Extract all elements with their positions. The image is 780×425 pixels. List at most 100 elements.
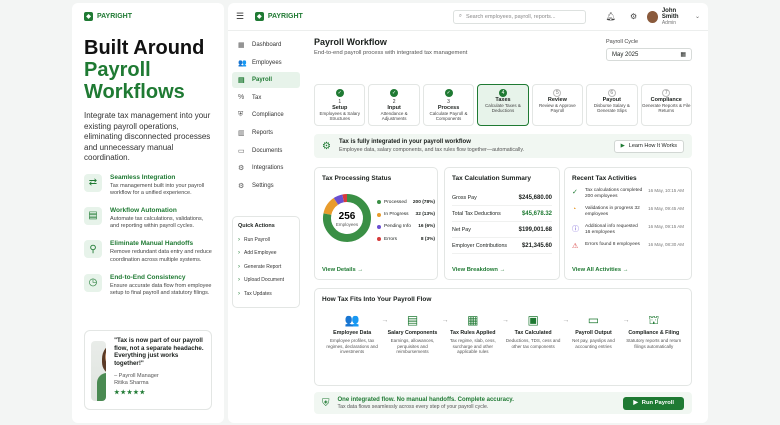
sidebar-item-integrations[interactable]: ⚙ Integrations <box>232 160 300 176</box>
flow-node-icon: ▭ <box>587 313 600 327</box>
view-all-activities-link[interactable]: View All Activities → <box>572 267 629 273</box>
step-desc: Employees & Salary Structures <box>319 111 360 122</box>
feature-text: End-to-End Consistency Ensure accurate da… <box>110 274 212 297</box>
quick-action-item[interactable]: › Run Payroll <box>238 233 294 247</box>
workflow-step-setup[interactable]: ✓ 1 Setup Employees & Salary Structures <box>314 84 366 126</box>
legend-item: Errors 8 (3%) <box>377 233 435 245</box>
legend-item: Pending Info 16 (6%) <box>377 221 435 233</box>
learn-how-label: Learn How It Works <box>628 143 677 149</box>
donut-slice-in-progress <box>323 198 339 216</box>
quick-actions-title: Quick Actions <box>238 222 275 229</box>
flow-node: ▤ Salary Components Earnings, allowances, … <box>382 313 449 355</box>
sidebar-item-dashboard[interactable]: ▦ Dashboard <box>232 37 300 53</box>
sidebar-item-documents[interactable]: ▭ Documents <box>232 143 300 159</box>
testimonial-avatar <box>91 341 107 401</box>
view-details-link[interactable]: View Details → <box>322 267 364 273</box>
step-desc: Calculate Taxes & Deductions <box>485 103 521 114</box>
integration-icon: ⚙ <box>322 140 331 152</box>
testimonial-card: "Tax is now part of our payroll flow, no… <box>84 330 212 410</box>
sidebar-item-settings[interactable]: ⚙ Settings <box>232 178 300 194</box>
calc-value: $245,680.00 <box>518 194 552 201</box>
step-desc: Disburse Salary & Generate Slips <box>593 103 630 114</box>
legend-label: Errors <box>384 236 398 242</box>
sidebar-item-label: Reports <box>252 129 274 136</box>
hamburger-menu-icon[interactable]: ☰ <box>236 11 245 21</box>
sidebar-item-label: Settings <box>252 182 274 189</box>
quick-action-icon: › <box>238 263 240 270</box>
bottom-desc: Tax data flows seamlessly across every s… <box>337 403 489 410</box>
gear-icon[interactable]: ⚙ <box>629 12 638 21</box>
search-placeholder: Search employees, payroll, reports... <box>465 13 556 20</box>
panel-title: How Tax Fits Into Your Payroll Flow <box>322 296 432 303</box>
sidebar-item-label: Payroll <box>252 77 273 84</box>
flow-node: ▭ Payroll Output Net pay, payslips and acc… <box>563 313 630 355</box>
sidebar-item-label: Employees <box>252 59 282 66</box>
legend-value: 200 (78%) <box>412 199 435 205</box>
arrow-right-icon: → <box>441 317 449 324</box>
cycle-label: Payroll Cycle <box>606 39 639 45</box>
step-name: Input <box>387 105 401 111</box>
workflow-step-input[interactable]: ✓ 2 Input Attendance & Adjustments <box>368 84 420 126</box>
bell-icon[interactable]: 🔔︎ <box>605 12 616 21</box>
quote-text: "Tax is now part of our payroll flow, no… <box>114 337 204 367</box>
tax-icon: % <box>238 94 245 102</box>
search-input[interactable]: ⌕ Search employees, payroll, reports... <box>452 9 586 24</box>
workflow-step-taxes[interactable]: 4 Taxes Calculate Taxes & Deductions <box>477 84 529 126</box>
step-number: 2 <box>392 99 396 105</box>
app-logo[interactable]: ◆ PAYRIGHT <box>254 12 303 21</box>
arrow-right-icon: → <box>562 317 570 324</box>
feature-title: Eliminate Manual Handoffs <box>110 240 194 248</box>
sidebar-item-employees[interactable]: 👥 Employees <box>232 55 300 71</box>
sidebar-item-reports[interactable]: ▥ Reports <box>232 125 300 141</box>
page-title: Payroll Workflow <box>314 37 387 47</box>
automation-icon: ▤ <box>84 206 102 225</box>
sidebar-item-tax[interactable]: % Tax <box>232 90 300 106</box>
step-marker: 6 <box>607 89 616 97</box>
arrow-right-icon: → <box>381 317 389 324</box>
hero-line-2: Payroll <box>84 59 151 81</box>
feature-list: ⇄ Seamless Integration Tax management buil… <box>84 173 212 298</box>
dashboard-icon: ▦ <box>238 42 245 49</box>
feature-item: ◷ End-to-End Consistency Ensure accurate d… <box>84 273 212 297</box>
workflow-steps: ✓ 1 Setup Employees & Salary Structures ✓ 2 In… <box>314 84 692 126</box>
step-desc: Calculate Payroll & Components <box>429 111 468 122</box>
feature-item: ⚲ Eliminate Manual Handoffs Remove redunda… <box>84 240 212 263</box>
compliance-icon: ⛨ <box>238 111 244 119</box>
check-icon: ✓ <box>444 89 453 97</box>
sidebar-item-payroll[interactable]: ▤ Payroll <box>232 72 300 89</box>
activity-item: ◔ Validations in progress 32 employees 16 … <box>572 206 684 223</box>
run-payroll-button[interactable]: ▶ Run Payroll <box>623 396 684 410</box>
quick-action-item[interactable]: › Add Employee <box>238 246 294 260</box>
employees-icon: 👥 <box>238 59 247 67</box>
flow-node-icon: 👥 <box>344 313 360 327</box>
sidebar-item-label: Tax <box>252 94 262 101</box>
quick-action-label: Add Employee <box>244 250 277 257</box>
sidebar-item-compliance[interactable]: ⛨ Compliance <box>232 107 300 123</box>
arrow-right-icon: → <box>622 317 630 324</box>
workflow-step-review[interactable]: 5 Review Review & Approve Payroll <box>531 84 584 126</box>
user-menu[interactable]: John Smith Admin ⌄ <box>647 8 700 26</box>
calc-row: Total Tax Deductions $45,678.32 <box>452 206 552 222</box>
quick-action-item[interactable]: › Upload Document <box>238 274 294 288</box>
view-breakdown-link[interactable]: View Breakdown → <box>452 267 506 273</box>
legend-item: In Progress 32 (13%) <box>377 208 435 220</box>
activity-item: ⓘ Additional info requested 16 employees 1… <box>572 224 684 241</box>
quick-action-item[interactable]: › Tax Updates <box>238 287 294 301</box>
feature-title: Workflow Automation <box>110 206 177 214</box>
workflow-step-process[interactable]: ✓ 3 Process Calculate Payroll & Components <box>422 84 475 126</box>
workflow-step-payout[interactable]: 6 Payout Disburse Salary & Generate Slips <box>586 84 638 126</box>
legend-value: 16 (6%) <box>418 224 435 230</box>
donut-slice-processed <box>323 194 371 242</box>
app-brand-name: PAYRIGHT <box>267 13 303 20</box>
reports-icon: ▥ <box>238 129 245 137</box>
quick-action-item[interactable]: › Generate Report <box>238 260 294 274</box>
learn-how-button[interactable]: ▶ Learn How It Works <box>613 139 684 153</box>
workflow-step-compliance[interactable]: 7 Compliance Generate Reports & File Retur… <box>640 84 692 126</box>
quote-name: Ritika Sharma <box>114 380 149 387</box>
activity-status-icon: ✓ <box>572 189 578 196</box>
feature-desc: Ensure accurate data flow from employee … <box>110 282 212 296</box>
bottom-title: One integrated flow. No manual handoffs.… <box>337 396 514 403</box>
flow-node-title: Tax Rules Applied <box>450 330 496 336</box>
quick-action-icon: › <box>238 277 240 284</box>
cycle-select[interactable]: May 2025 ▦ <box>606 48 692 61</box>
